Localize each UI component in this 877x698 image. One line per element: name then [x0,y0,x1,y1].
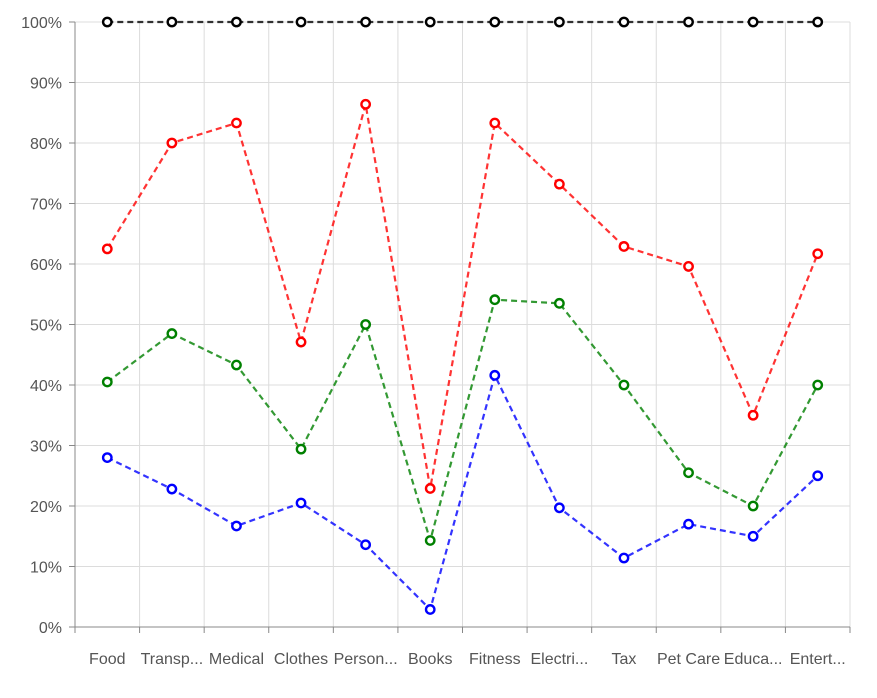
data-point [812,470,824,482]
series-1 [101,369,824,615]
data-point [683,518,694,530]
data-point [424,16,436,28]
x-tick-label: Tax [612,651,637,668]
series-2 [101,294,824,546]
data-point [424,535,436,546]
series-line [106,298,819,545]
x-tick-label: Entert... [790,651,846,668]
data-point [683,16,694,28]
data-point [489,294,501,306]
data-point [166,137,178,149]
data-point [231,16,242,28]
x-tick-label: Food [89,651,125,668]
data-point [295,497,307,509]
x-tick-label: Books [408,651,452,668]
data-point [618,552,630,564]
x-tick-label: Electri... [530,651,588,668]
data-point [618,16,630,28]
data-point [489,369,501,381]
y-tick-label: 70% [30,197,62,214]
data-point [231,359,242,371]
data-point [553,16,565,28]
x-tick-labels: Food Transp... Medical Clothes Person... Book… [89,651,846,668]
data-point [747,409,759,421]
x-tick-label: Medical [209,651,264,668]
data-point [424,483,436,494]
data-point [747,500,759,512]
data-point [360,98,372,110]
data-point [424,604,436,615]
data-point [295,336,307,348]
data-point [360,539,372,551]
data-point [553,297,565,309]
y-tick-label: 60% [30,257,62,274]
data-point [101,243,113,255]
series-3 [101,98,824,494]
x-tick-label: Person... [334,651,398,668]
data-point [618,241,630,252]
data-point [166,483,178,495]
data-point [101,452,113,463]
data-point [747,16,759,28]
data-point [231,520,242,532]
data-point [101,16,113,28]
y-tick-label: 90% [30,76,62,93]
data-point [812,379,824,391]
y-tick-label: 100% [21,15,62,32]
y-tick-label: 80% [30,136,62,153]
data-point [101,376,113,388]
data-point [295,16,307,28]
data-point [553,502,565,514]
x-tick-label: Clothes [274,651,328,668]
data-point [553,178,565,190]
y-tick-label: 20% [30,499,62,516]
axes [69,21,851,633]
data-point [683,467,694,479]
x-tick-label: Fitness [469,651,521,668]
y-tick-label: 30% [30,439,62,456]
x-tick-label: Transp... [141,651,204,668]
data-point [683,261,694,272]
series-4 [101,16,824,28]
data-point [166,328,178,339]
data-point [489,16,501,28]
data-point [360,16,372,28]
y-tick-label: 10% [30,560,62,577]
data-point [812,16,824,28]
series-group [101,16,824,615]
series-line [106,103,819,489]
x-tick-label: Educa... [724,651,783,668]
data-point [747,530,759,542]
y-tick-labels: 0% 10% 20% 30% 40% 50% 60% 70% 80% 90% 100% [21,15,62,637]
data-point [812,248,824,260]
series-line [106,372,819,612]
y-tick-label: 0% [39,620,62,637]
data-point [166,16,178,28]
data-point [231,117,242,129]
data-point [295,443,307,455]
x-tick-label: Pet Care [657,651,720,668]
y-tick-label: 50% [30,318,62,335]
data-point [360,319,372,330]
grid-lines [74,21,851,628]
data-point [489,117,501,129]
y-tick-label: 40% [30,378,62,395]
data-point [618,379,630,391]
